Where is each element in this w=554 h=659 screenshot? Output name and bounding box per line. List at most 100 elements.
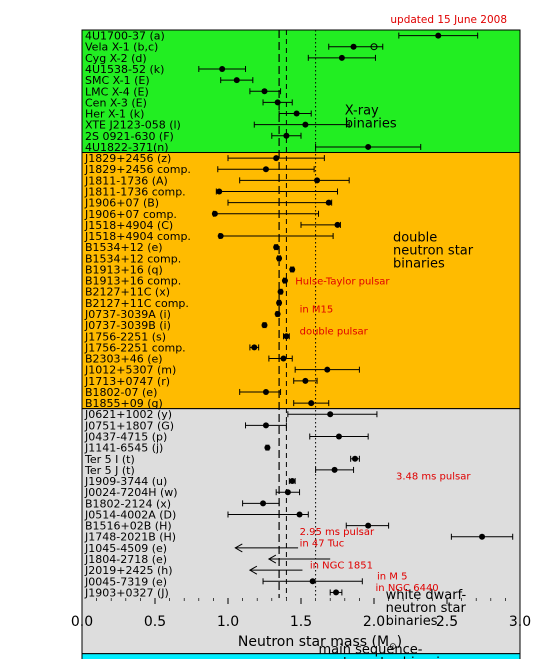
star-label: J1906+07 comp.	[84, 208, 177, 221]
star-label: B1913+16 comp.	[85, 275, 181, 288]
star-label: J1804-2718 (e)	[84, 553, 167, 566]
mass-point	[302, 121, 309, 128]
star-label: SMC X-1 (E)	[85, 74, 150, 87]
star-label: B1534+12 comp.	[85, 252, 181, 265]
star-label: J0024-7204H (w)	[84, 486, 178, 499]
mass-point	[211, 210, 218, 217]
star-label: B2127+11C (x)	[85, 286, 170, 299]
upper-limit-arrow	[267, 554, 277, 564]
mass-point-open	[370, 43, 378, 51]
x-tick-label: 0.5	[144, 614, 166, 630]
mass-point	[334, 221, 341, 228]
mass-point	[338, 54, 345, 61]
star-label: 4U1822-371(n)	[85, 141, 169, 154]
mass-point	[262, 166, 269, 173]
annotation-7: in M 5	[377, 572, 407, 583]
mass-point	[219, 65, 226, 72]
star-label: B1855+09 (g)	[85, 397, 163, 410]
star-labels: 4U1700-37 (a)Vela X-1 (b,c)Cyg X-2 (d)4U…	[84, 30, 191, 600]
star-label: J0737-3039B (i)	[84, 319, 171, 332]
star-label: 4U1538-52 (k)	[85, 63, 164, 76]
annotation-0: Hulse-Taylor pulsar	[295, 277, 390, 288]
mass-point	[365, 522, 372, 529]
annotation-5: in 47 Tuc	[300, 538, 345, 549]
annotation-8: in NGC 6440	[376, 583, 439, 594]
x-tick-label: 2.0	[363, 614, 385, 630]
star-label: LMC X-4 (E)	[85, 85, 149, 98]
mass-point	[324, 366, 331, 373]
x-axis: 0.0 0.5 1.0 1.5 2.0 2.5 3.0	[71, 598, 531, 630]
star-label: J1045-4509 (e)	[84, 542, 167, 555]
mass-point	[233, 77, 240, 84]
mass-point	[262, 422, 269, 429]
star-label: J1518+4904 (C)	[84, 219, 173, 232]
panel-label-2-0: white dwarf-	[386, 588, 467, 603]
x-axis-label-text: Neutron star mass (M	[238, 634, 389, 650]
mass-point	[274, 99, 281, 106]
star-label: J1518+4904 comp.	[84, 230, 191, 243]
panel-1	[81, 152, 521, 410]
star-label: B1802-07 (e)	[85, 386, 157, 399]
annotations: Hulse-Taylor pulsar in M15 double pulsar 3.…	[295, 277, 471, 594]
panel-2	[81, 408, 521, 655]
mass-point	[309, 578, 316, 585]
star-label: J2019+2425 (h)	[84, 564, 173, 577]
mass-point	[302, 377, 309, 384]
star-label: J1748-2021B (H)	[84, 531, 176, 544]
mass-point	[333, 589, 340, 596]
mass-point	[273, 244, 280, 251]
mass-point	[251, 344, 258, 351]
star-label: J0437-4715 (p)	[84, 431, 167, 444]
mass-point	[283, 333, 290, 340]
star-label: B2303+46 (e)	[85, 353, 163, 366]
mass-point	[261, 88, 268, 95]
mass-point	[217, 233, 224, 240]
mass-point	[479, 533, 486, 540]
mass-point	[276, 255, 283, 262]
star-label: Her X-1 (k)	[85, 108, 144, 121]
mass-point	[296, 511, 303, 518]
star-label: B1534+12 (e)	[85, 241, 163, 254]
mass-point	[261, 322, 268, 329]
mass-point	[273, 155, 280, 162]
mass-point	[289, 266, 296, 273]
mass-point	[314, 177, 321, 184]
annotation-6: in NGC 1851	[310, 561, 373, 572]
mass-point	[260, 500, 267, 507]
x-tick-label: 0.0	[71, 614, 93, 630]
star-label: J1829+2456 comp.	[84, 163, 191, 176]
mass-point	[308, 400, 315, 407]
x-axis-label: Neutron star mass (M⊙)	[238, 634, 402, 652]
mass-point	[283, 132, 290, 139]
annotation-3: 3.48 ms pulsar	[396, 471, 471, 482]
mass-point	[276, 299, 283, 306]
star-label: J0045-7319 (e)	[84, 575, 167, 588]
star-label: B1913+16 (q)	[85, 263, 163, 276]
mass-point	[280, 355, 287, 362]
star-label: J1903+0327 (J)	[84, 586, 169, 599]
star-label: J1811-1736 comp.	[84, 185, 186, 198]
star-label: J1141-6545 (j)	[84, 442, 163, 455]
panel-0	[81, 29, 521, 154]
star-label: J1713+0747 (r)	[84, 375, 170, 388]
mass-point	[325, 199, 332, 206]
star-label: Cen X-3 (E)	[85, 96, 147, 109]
mass-point	[284, 489, 291, 496]
panel-label-0-0: X-ray	[345, 104, 379, 119]
mass-point	[289, 478, 296, 485]
star-label: Vela X-1 (b,c)	[85, 41, 158, 54]
annotation-1: in M15	[300, 304, 334, 315]
upper-limit-arrow	[234, 543, 243, 553]
mass-point	[274, 311, 281, 317]
star-label: J1756-2251 comp.	[84, 341, 186, 354]
mass-point	[335, 433, 342, 440]
star-label: J1829+2456 (z)	[84, 152, 171, 165]
star-label: J0737-3039A (i)	[84, 308, 171, 321]
x-tick-label: 2.5	[436, 614, 458, 630]
panel-label-0-1: binaries	[345, 117, 397, 132]
mass-point	[264, 444, 271, 451]
mass-point	[327, 411, 334, 418]
star-label: J1909-3744 (u)	[84, 475, 167, 488]
